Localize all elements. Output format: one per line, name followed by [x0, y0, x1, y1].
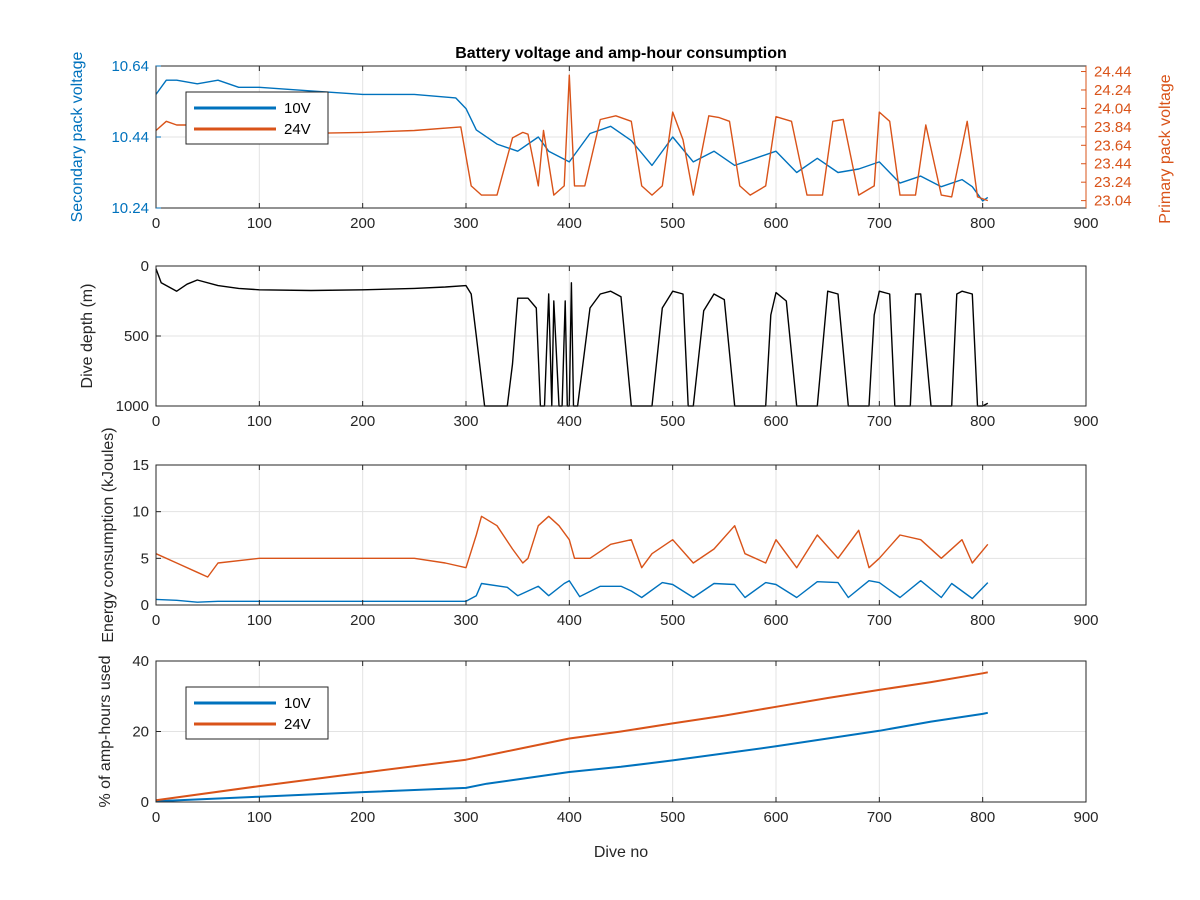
- y-right-tick-label: 23.84: [1094, 119, 1132, 136]
- x-tick-label: 0: [152, 215, 160, 232]
- legend-box: [185, 686, 329, 740]
- x-tick-label: 400: [557, 612, 582, 629]
- x-tick-label: 100: [247, 809, 272, 826]
- x-tick-label: 600: [763, 215, 788, 232]
- y-tick-label: 10.24: [111, 200, 149, 217]
- y-right-tick-label: 23.64: [1094, 137, 1132, 154]
- x-tick-label: 300: [453, 413, 478, 430]
- y-axis-label: Energy consumption (kJoules): [100, 427, 117, 642]
- x-tick-label: 300: [453, 215, 478, 232]
- x-tick-label: 400: [557, 215, 582, 232]
- legend-box: [185, 91, 329, 145]
- subplot-4: 0 100 200 300 400 500 600 700 800 900 0 20 40 % of am…: [97, 653, 1099, 861]
- subplot-2: 0 100 200 300 400 500 600 700 800 900 0 500 1000 Dive…: [79, 258, 1099, 430]
- x-tick-label: 900: [1073, 809, 1098, 826]
- x-tick-label: 900: [1073, 612, 1098, 629]
- x-tick-label: 200: [350, 413, 375, 430]
- x-tick-label: 0: [152, 612, 160, 629]
- x-tick-label: 800: [970, 612, 995, 629]
- y-tick-label: 40: [132, 653, 149, 670]
- y-tick-label: 10: [132, 504, 149, 521]
- y-axis-label: Secondary pack voltage: [69, 52, 86, 223]
- x-tick-label: 0: [152, 809, 160, 826]
- x-tick-label: 400: [557, 809, 582, 826]
- x-tick-label: 500: [660, 612, 685, 629]
- x-tick-label: 500: [660, 809, 685, 826]
- series-line-10V: [155, 711, 989, 803]
- y-tick-label: 15: [132, 457, 149, 474]
- x-tick-label: 200: [350, 215, 375, 232]
- x-tick-label: 100: [247, 215, 272, 232]
- x-tick-label: 0: [152, 413, 160, 430]
- y-right-tick-label: 23.44: [1094, 156, 1132, 173]
- x-tick-label: 800: [970, 413, 995, 430]
- y-right-tick-label: 24.24: [1094, 82, 1132, 99]
- y-tick-label: 1000: [116, 398, 149, 415]
- x-tick-label: 100: [247, 413, 272, 430]
- x-tick-label: 200: [350, 809, 375, 826]
- y-tick-label: 10.64: [111, 58, 149, 75]
- y-axis-label: Dive depth (m): [79, 284, 96, 389]
- subplot-3: 0 100 200 300 400 500 600 700 800 900 0 5 10 15 Energy…: [100, 427, 1099, 642]
- x-tick-label: 500: [660, 215, 685, 232]
- legend-entry: 24V: [284, 716, 311, 733]
- y-tick-label: 0: [141, 258, 149, 275]
- y-right-tick-label: 23.04: [1094, 193, 1132, 210]
- legend-entry: 24V: [284, 121, 311, 138]
- series-line-24V: [155, 74, 989, 202]
- y-tick-label: 0: [141, 794, 149, 811]
- x-tick-label: 900: [1073, 215, 1098, 232]
- x-tick-label: 700: [867, 809, 892, 826]
- x-axis-label: Dive no: [594, 844, 648, 861]
- axes-box: [155, 464, 1087, 606]
- x-tick-label: 400: [557, 413, 582, 430]
- series-line-10V: [155, 580, 989, 603]
- x-tick-label: 600: [763, 809, 788, 826]
- y-tick-label: 5: [141, 550, 149, 567]
- series-line-24V: [155, 671, 988, 802]
- chart-title: Battery voltage and amp-hour consumption: [455, 45, 787, 62]
- series-line-10V: [155, 79, 989, 202]
- y-tick-label: 0: [141, 597, 149, 614]
- x-tick-label: 800: [970, 809, 995, 826]
- series-line-24V: [155, 515, 989, 578]
- y-right-tick-label: 24.44: [1094, 64, 1132, 81]
- subplots: 0 100 200 300 400 500 600 700 800 90010.2410.4410…: [69, 52, 1174, 861]
- x-tick-label: 200: [350, 612, 375, 629]
- x-tick-label: 300: [453, 809, 478, 826]
- x-tick-label: 900: [1073, 413, 1098, 430]
- x-tick-label: 500: [660, 413, 685, 430]
- x-tick-label: 300: [453, 612, 478, 629]
- x-tick-label: 100: [247, 612, 272, 629]
- x-tick-label: 800: [970, 215, 995, 232]
- y-right-tick-label: 24.04: [1094, 100, 1132, 117]
- y-tick-label: 10.44: [111, 129, 149, 146]
- subplot-1: 0 100 200 300 400 500 600 700 800 900 10.24 10.44 10…: [69, 52, 1174, 232]
- y-right-tick-label: 23.24: [1094, 174, 1132, 191]
- x-tick-label: 600: [763, 612, 788, 629]
- x-tick-label: 700: [867, 612, 892, 629]
- y-tick-label: 20: [132, 724, 149, 741]
- y-axis-label: % of amp-hours used: [97, 655, 114, 807]
- x-tick-label: 700: [867, 215, 892, 232]
- x-tick-label: 700: [867, 413, 892, 430]
- y-right-axis-label: Primary pack voltage: [1157, 74, 1174, 223]
- plot-background: [156, 465, 1086, 605]
- legend-entry: 10V: [284, 695, 311, 712]
- x-tick-label: 600: [763, 413, 788, 430]
- y-tick-label: 500: [124, 328, 149, 345]
- legend-entry: 10V: [284, 100, 311, 117]
